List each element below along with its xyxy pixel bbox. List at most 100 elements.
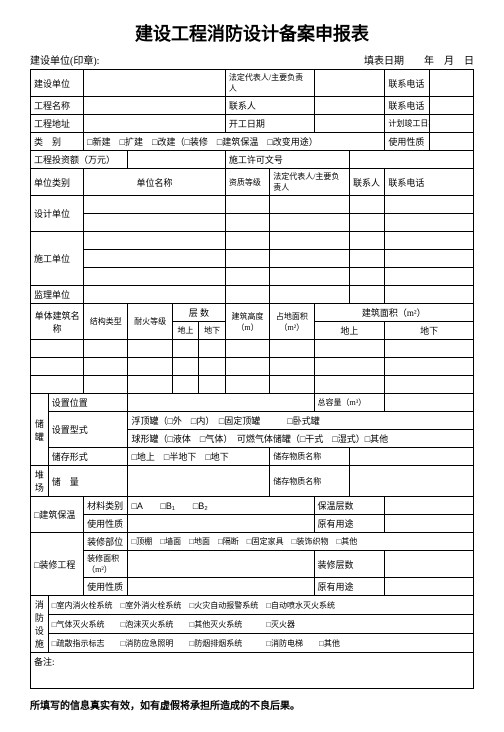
field[interactable] bbox=[172, 358, 199, 376]
storage-form[interactable]: □地上 □半地下 □地下 bbox=[128, 448, 270, 466]
field[interactable] bbox=[225, 376, 269, 394]
field[interactable] bbox=[270, 376, 314, 394]
field[interactable] bbox=[84, 376, 128, 394]
field[interactable] bbox=[270, 286, 350, 304]
field[interactable] bbox=[385, 340, 474, 358]
field[interactable] bbox=[225, 196, 269, 214]
field[interactable] bbox=[225, 358, 269, 376]
field[interactable] bbox=[84, 115, 226, 133]
field[interactable] bbox=[225, 232, 269, 250]
material-class[interactable]: □A □B₁ □B₂ bbox=[128, 497, 314, 515]
field[interactable] bbox=[349, 214, 384, 232]
label: 原有用途 bbox=[314, 578, 385, 596]
field[interactable] bbox=[199, 340, 226, 358]
field[interactable] bbox=[349, 466, 473, 497]
field[interactable] bbox=[225, 286, 269, 304]
field[interactable] bbox=[385, 286, 474, 304]
label: 法定代表人/主要负责人 bbox=[270, 169, 350, 196]
field[interactable] bbox=[84, 340, 128, 358]
header-right: 填表日期 年 月 日 bbox=[364, 52, 474, 67]
category-options[interactable]: □新建 □扩建 □改建（□装修 □建筑保温 □改变用途） bbox=[84, 133, 385, 151]
field[interactable] bbox=[385, 515, 474, 533]
field[interactable] bbox=[31, 376, 84, 394]
field[interactable] bbox=[314, 97, 385, 115]
field[interactable] bbox=[314, 376, 385, 394]
field[interactable] bbox=[128, 340, 172, 358]
field[interactable] bbox=[349, 448, 473, 466]
field[interactable] bbox=[128, 394, 314, 412]
field[interactable] bbox=[84, 358, 128, 376]
field[interactable] bbox=[385, 376, 474, 394]
decoration-check[interactable]: □装修工程 bbox=[31, 533, 84, 596]
field[interactable] bbox=[199, 376, 226, 394]
field[interactable] bbox=[84, 250, 226, 268]
field[interactable] bbox=[429, 70, 473, 97]
field[interactable] bbox=[270, 232, 350, 250]
field[interactable] bbox=[385, 232, 474, 250]
field[interactable] bbox=[270, 196, 350, 214]
field[interactable] bbox=[128, 358, 172, 376]
field[interactable] bbox=[172, 340, 199, 358]
label: 设置型式 bbox=[48, 412, 128, 448]
label: 建设单位 bbox=[31, 70, 84, 97]
field[interactable] bbox=[128, 551, 314, 578]
field[interactable] bbox=[128, 151, 225, 169]
deco-parts[interactable]: □顶棚 □墙面 □地面 □隔断 □固定家具 □装饰织物 □其他 bbox=[128, 533, 474, 551]
field[interactable] bbox=[225, 340, 269, 358]
field[interactable] bbox=[225, 268, 269, 286]
field[interactable] bbox=[385, 196, 474, 214]
field[interactable] bbox=[270, 214, 350, 232]
field[interactable] bbox=[84, 214, 226, 232]
field[interactable] bbox=[429, 115, 473, 133]
field[interactable] bbox=[172, 376, 199, 394]
field[interactable] bbox=[270, 250, 350, 268]
field[interactable] bbox=[84, 70, 226, 97]
field[interactable] bbox=[349, 286, 384, 304]
field[interactable] bbox=[385, 497, 474, 515]
field[interactable] bbox=[349, 268, 384, 286]
field[interactable] bbox=[84, 286, 226, 304]
field[interactable] bbox=[199, 358, 226, 376]
field[interactable] bbox=[385, 214, 474, 232]
field[interactable] bbox=[314, 340, 385, 358]
field[interactable] bbox=[31, 358, 84, 376]
fire-line3[interactable]: □疏散指示标志 □消防应急照明 □防烟排烟系统 □消防电梯 □其他 bbox=[48, 634, 473, 653]
remark[interactable]: 备注: bbox=[31, 653, 474, 689]
field[interactable] bbox=[84, 268, 226, 286]
tank-type-1[interactable]: 浮顶罐（□外 □内） □固定顶罐 □卧式罐 bbox=[128, 412, 474, 430]
field[interactable] bbox=[225, 250, 269, 268]
label: 监理单位 bbox=[31, 286, 84, 304]
field[interactable] bbox=[385, 358, 474, 376]
field[interactable] bbox=[349, 250, 384, 268]
field[interactable] bbox=[84, 196, 226, 214]
field[interactable] bbox=[385, 250, 474, 268]
field[interactable] bbox=[128, 376, 172, 394]
field[interactable] bbox=[349, 232, 384, 250]
field[interactable] bbox=[84, 97, 226, 115]
field[interactable] bbox=[349, 151, 473, 169]
insulation-check[interactable]: □建筑保温 bbox=[31, 497, 84, 533]
field[interactable] bbox=[385, 551, 474, 578]
field[interactable] bbox=[270, 340, 314, 358]
field[interactable] bbox=[128, 515, 314, 533]
field[interactable] bbox=[270, 268, 350, 286]
field[interactable] bbox=[128, 466, 270, 497]
field[interactable] bbox=[31, 340, 84, 358]
field[interactable] bbox=[270, 358, 314, 376]
field[interactable] bbox=[429, 97, 473, 115]
field[interactable] bbox=[385, 578, 474, 596]
field[interactable] bbox=[128, 578, 314, 596]
field[interactable] bbox=[225, 214, 269, 232]
field[interactable] bbox=[349, 196, 384, 214]
field[interactable] bbox=[385, 268, 474, 286]
fire-line1[interactable]: □室内消火栓系统 □室外消火栓系统 □火灾自动报警系统 □自动喷水灭火系统 bbox=[48, 596, 473, 615]
fire-line2[interactable]: □气体灭火系统 □泡沫灭火系统 □其他灭火系统 □灭火器 bbox=[48, 615, 473, 634]
label: 类 别 bbox=[31, 133, 84, 151]
field[interactable] bbox=[385, 394, 474, 412]
tank-type-2[interactable]: 球形罐（□液体 □气体） 可燃气体储罐（□干式 □湿式）□其他 bbox=[128, 430, 474, 448]
field[interactable] bbox=[429, 133, 473, 151]
field[interactable] bbox=[314, 70, 385, 97]
field[interactable] bbox=[84, 232, 226, 250]
field[interactable] bbox=[314, 358, 385, 376]
field[interactable] bbox=[314, 115, 385, 133]
